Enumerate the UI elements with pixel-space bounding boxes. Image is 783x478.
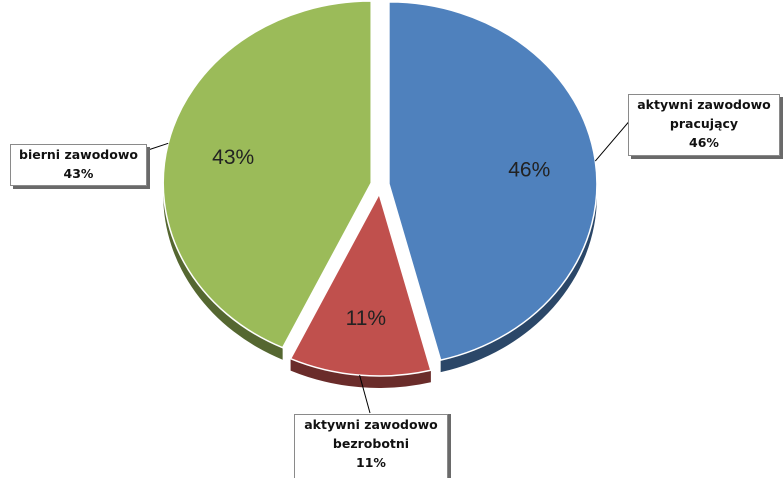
slice-value-label-1: 11% (346, 307, 386, 330)
slice-side-2 (163, 183, 283, 360)
callout-pracujacy-line1: aktywni zawodowo (637, 97, 771, 112)
callout-bezrobotni: aktywni zawodowo bezrobotni 11% (294, 414, 448, 478)
callout-pracujacy-line2: pracujący (669, 116, 739, 131)
slice-side-1 (290, 358, 431, 388)
leader-line-1 (359, 375, 371, 414)
slice-side-0 (440, 183, 597, 373)
callout-bezrobotni-value: 11% (356, 455, 386, 470)
callout-pracujacy-value: 46% (689, 135, 719, 150)
slice-0 (388, 1, 598, 362)
leader-line-0 (594, 117, 633, 162)
callout-bierni-line1: bierni zawodowo (19, 147, 138, 162)
slice-2 (162, 0, 372, 349)
callout-bierni: bierni zawodowo 43% (10, 144, 147, 186)
leader-line-2 (144, 142, 169, 152)
slice-value-label-2: 43% (212, 146, 254, 169)
callout-bierni-value: 43% (63, 166, 94, 181)
callout-bezrobotni-line1: aktywni zawodowo (304, 417, 438, 432)
callout-bezrobotni-line2: bezrobotni (332, 436, 410, 451)
callout-pracujacy: aktywni zawodowo pracujący 46% (628, 94, 780, 156)
slice-value-label-0: 46% (508, 158, 550, 181)
